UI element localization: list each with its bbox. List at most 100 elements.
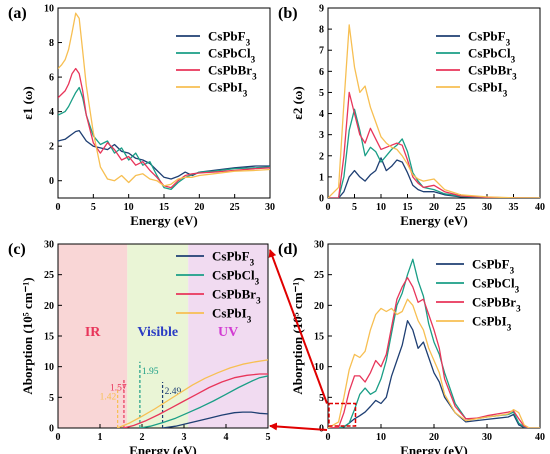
x-tick-label: 1 [98,432,103,443]
y-tick-label: 8 [319,25,324,36]
y-tick-label: 0 [49,176,54,187]
y-tick-label: 10 [314,362,324,373]
legend-entry-cspbi3: CsPbI3 [468,80,508,99]
legend-entry-cspbi3: CsPbI3 [208,80,248,99]
y-axis-label: ε1 (ω) [20,86,35,119]
x-axis-label: Energy (eV) [129,443,197,454]
x-tick-label: 0 [56,202,61,213]
y-tick-label: 0 [319,194,324,205]
x-tick-label: 2 [140,432,145,443]
legend-entry-cspbcl3: CsPbCl3 [208,46,256,65]
x-tick-label: 25 [456,202,466,213]
legend-entry-cspbf3: CsPbF3 [208,29,251,48]
region-label-visible: Visible [137,325,178,340]
series-line-cspbcl3 [58,86,270,191]
y-tick-label: 10 [44,362,54,373]
legend-entry-cspbbr3: CsPbBr3 [208,63,257,82]
band-gap-label: 1.57 [110,383,127,393]
x-tick-label: 0 [326,202,331,213]
panel-label: (d) [278,241,298,258]
y-tick-label: 3 [319,130,324,141]
x-tick-label: 5 [352,202,357,213]
x-tick-label: 40 [535,432,545,443]
y-tick-label: 6 [319,67,324,78]
series-line-cspbi3 [328,298,540,428]
series-line-cspbi3 [58,12,270,187]
y-tick-label: 30 [44,240,54,251]
y-tick-label: 25 [314,270,324,281]
legend-entry-cspbf3: CsPbF3 [472,257,515,276]
series-line-cspbi3 [117,359,268,428]
zoom-arrow-bottom [269,422,328,431]
x-tick-label: 25 [230,202,240,213]
x-tick-label: 5 [91,202,96,213]
x-tick-label: 3 [182,432,187,443]
y-tick-label: 8 [49,38,54,49]
x-axis-label: Energy (eV) [400,443,468,454]
x-tick-label: 35 [509,202,519,213]
panel-b: 0 5 10 15 20 25 30 35 40 0 1 2 3 4 5 6 7 8 9 Energy (eV) ε2 … [278,4,545,229]
y-tick-label: 0 [49,424,54,435]
y-axis-label: ε2 (ω) [290,86,305,119]
x-axis-label: Energy (eV) [130,213,198,228]
x-axis-label: Energy (eV) [400,213,468,228]
y-tick-label: 5 [319,393,324,404]
zoom-region-box [328,402,357,427]
y-tick-label: 30 [314,240,324,251]
x-tick-label: 30 [482,202,492,213]
series-line-cspbcl3 [328,108,540,198]
y-tick-label: 4 [49,107,54,118]
series-line-cspbbr3 [328,91,540,198]
x-tick-label: 15 [403,202,413,213]
region-ir [58,244,128,428]
x-tick-label: 10 [376,432,386,443]
plot-frame [327,243,541,429]
panel-label: (c) [8,241,26,258]
legend-entry-cspbf3: CsPbF3 [468,29,511,48]
series-line-cspbcl3 [139,375,268,428]
y-axis-label: Aborption (10⁵ cm⁻¹) [290,277,305,394]
zoom-arrow-top [268,249,328,404]
legend-entry-cspbf3: CsPbF3 [212,249,255,268]
y-tick-label: 25 [44,270,54,281]
y-tick-label: 10 [44,4,54,15]
y-tick-label: 5 [319,88,324,99]
panel-d: 010203040051015202530Energy (eV)Aborptio… [278,240,545,454]
legend-entry-cspbcl3: CsPbCl3 [468,46,516,65]
x-tick-label: 5 [266,432,271,443]
legend-entry-cspbi3: CsPbI3 [472,314,512,333]
legend-entry-cspbcl3: CsPbCl3 [472,276,520,295]
legend-entry-cspbcl3: CsPbCl3 [212,268,260,287]
x-tick-label: 30 [265,202,275,213]
legend-entry-cspbbr3: CsPbBr3 [468,63,517,82]
y-axis-label: Aborption (10⁵ cm⁻¹) [20,277,35,394]
y-tick-label: 15 [314,332,324,343]
x-tick-label: 0 [56,432,61,443]
series-line-cspbbr3 [328,277,540,428]
x-tick-label: 0 [326,432,331,443]
x-tick-label: 20 [429,432,439,443]
band-gap-label: 1.42 [100,393,117,403]
panel-c: IR Visible UV 0 1 2 3 4 5 0 5 10 15 20 25 30 Energy (eV)… [8,240,271,454]
series-line-cspbbr3 [123,373,268,428]
y-tick-label: 1 [319,172,324,183]
series-line-cspbi3 [328,24,540,198]
legend-entry-cspbbr3: CsPbBr3 [212,287,261,306]
panel-label: (b) [278,5,298,22]
x-tick-label: 20 [194,202,204,213]
legend-entry-cspbi3: CsPbI3 [212,306,252,325]
region-label-uv: UV [218,325,238,340]
band-gap-label: 2.49 [165,387,182,397]
legend-entry-cspbbr3: CsPbBr3 [472,295,521,314]
region-label-ir: IR [85,325,101,340]
series-line-cspbbr3 [58,67,270,189]
series-line-cspbf3 [162,411,268,428]
panel-label: (a) [8,5,27,22]
y-tick-label: 4 [319,109,324,120]
